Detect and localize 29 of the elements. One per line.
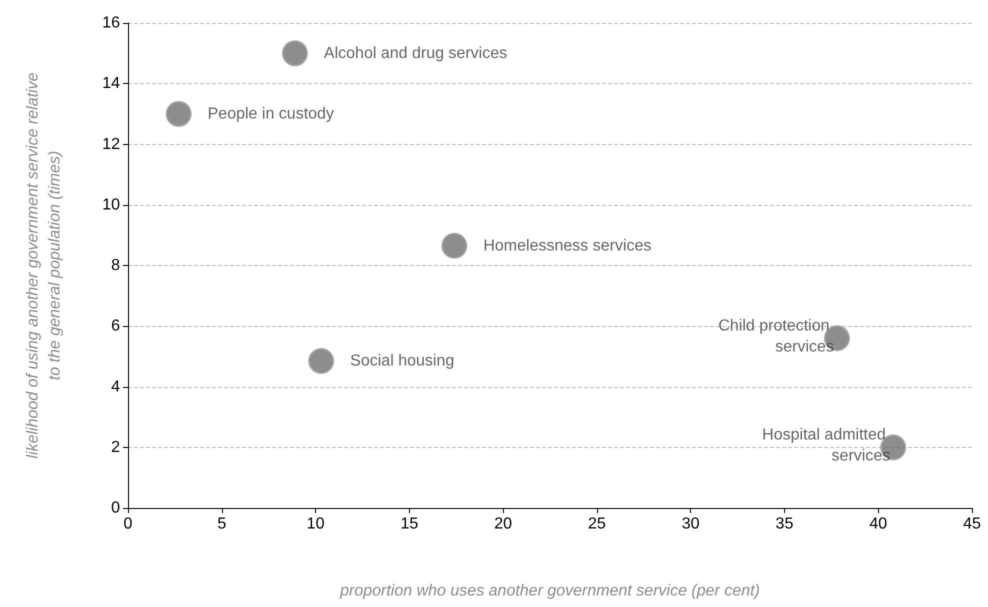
- y-tick-label: 6: [111, 318, 120, 335]
- y-tick-label: 10: [102, 196, 120, 214]
- point: [308, 348, 334, 374]
- y-tick-label: 16: [102, 14, 120, 32]
- x-tick-label: 30: [682, 516, 700, 532]
- series-label: Alcohol and drug services: [324, 44, 508, 62]
- point: [166, 100, 192, 127]
- y-tick-label: 8: [111, 257, 120, 274]
- x-tick-label: 40: [869, 516, 888, 532]
- x-tick-label: 45: [963, 516, 981, 532]
- point: [282, 40, 308, 66]
- x-tick-label: 20: [494, 516, 512, 532]
- x-tick-label: 25: [588, 516, 606, 532]
- x-tick-label: 0: [124, 516, 133, 532]
- y-axis-title: likelihood of using another government service relative to the general population (times): [24, 72, 64, 458]
- x-tick-label: 15: [400, 516, 418, 532]
- x-tick-label: 10: [306, 516, 325, 532]
- y-tick-label: 12: [102, 136, 120, 153]
- y-tick-label: 0: [111, 500, 120, 516]
- series-label: Social housing: [350, 352, 454, 370]
- x-tick-label: 35: [776, 516, 794, 532]
- y-tick-label: 2: [111, 438, 120, 456]
- x-tick-label: 5: [217, 516, 226, 532]
- series-label: Homelessness services: [483, 237, 652, 254]
- point: [441, 232, 468, 259]
- x-axis-title: proportion who uses another government service (per cent): [339, 582, 760, 600]
- y-tick-label: 14: [102, 75, 120, 92]
- series-label: People in custody: [208, 105, 334, 122]
- y-tick-label: 4: [111, 378, 120, 396]
